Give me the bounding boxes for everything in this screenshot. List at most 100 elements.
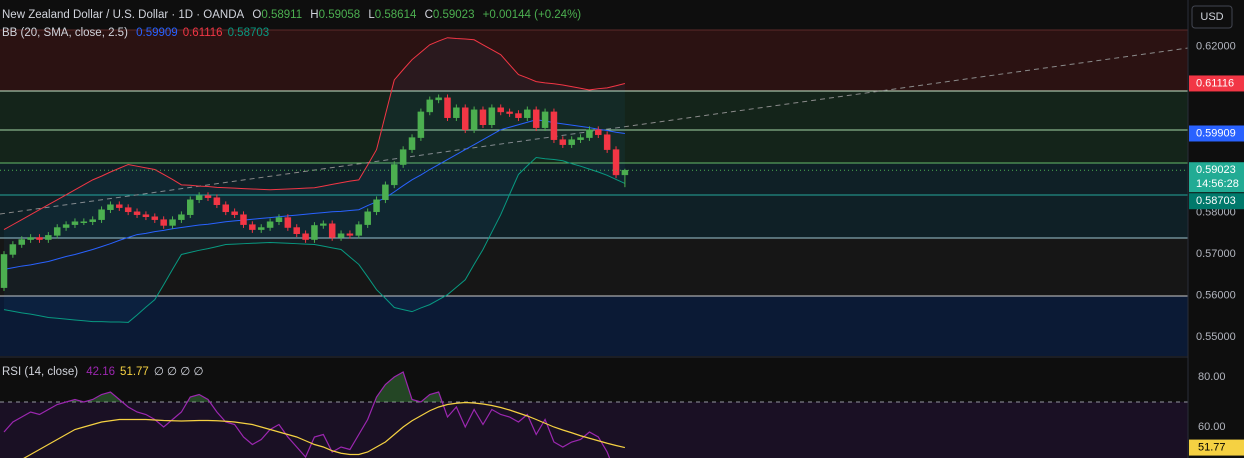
candle-body (453, 107, 460, 118)
candle-body (320, 223, 327, 226)
rsi-legend: RSI (14, close) 42.16 51.77 ∅ ∅ ∅ ∅ (2, 364, 208, 378)
candle-body (337, 233, 345, 238)
candle-body (0, 254, 8, 288)
candle-body (408, 137, 416, 150)
candle-body (302, 233, 309, 240)
candle-body (178, 214, 185, 220)
candle-body (142, 214, 150, 217)
zone (0, 91, 1188, 163)
currency-box[interactable] (1191, 5, 1233, 29)
candle-body (399, 149, 407, 165)
zone (0, 296, 1188, 356)
drawing-zones (0, 29, 1189, 458)
candle-body (568, 139, 575, 145)
candle-body (80, 221, 88, 223)
candle-body (311, 225, 318, 240)
bb-line (3, 119, 625, 270)
bb-middle-label: 0.59909 (1196, 127, 1236, 139)
bb-value: 0.61116 (182, 27, 223, 39)
bb-value: 0.59909 (136, 27, 178, 39)
candle-body (515, 113, 522, 118)
candle-body (479, 109, 487, 125)
bb-lower-label-box (1189, 193, 1244, 210)
candle-body (116, 204, 123, 208)
bb-lower-label: 0.58703 (1196, 195, 1236, 207)
rsi-tick-label: 80.00 (1198, 371, 1226, 383)
candle-body (577, 137, 584, 140)
candle-body (222, 204, 229, 213)
y-tick-label: 0.58000 (1196, 207, 1236, 219)
ohlc-value: 0.59023 (432, 9, 475, 21)
candle-body (612, 149, 620, 176)
band-fill (4, 37, 625, 323)
ohlc-key: O (252, 9, 262, 21)
candle-body (621, 169, 629, 176)
change: +0.00144 (+0.24%) (482, 9, 582, 21)
bb-line (3, 156, 626, 323)
rsi-line (23, 401, 626, 458)
zone (0, 30, 1188, 91)
candle-body (328, 223, 336, 238)
axis-labels: 0.62000 0.58000 0.57000 0.56000 0.55000 0.611… (1189, 41, 1244, 456)
candle-body (36, 237, 43, 240)
y-tick-label: 0.56000 (1196, 289, 1236, 301)
candle-body (284, 217, 292, 228)
indicator-name: BB (20, SMA, close, 2.5) (2, 27, 128, 39)
candle-body (524, 109, 531, 118)
y-tick-label: 0.62000 (1196, 41, 1236, 53)
candle-body (364, 211, 371, 225)
symbol-title: New Zealand Dollar / U.S. Dollar · 1D · … (2, 9, 245, 21)
candle-body (249, 224, 256, 230)
ohlc-key: L (368, 9, 375, 21)
candle-body (391, 164, 398, 186)
zone (0, 238, 1188, 296)
ohlc-value: 0.58911 (261, 9, 303, 21)
candle-body (595, 129, 602, 135)
candle-body (488, 107, 496, 125)
candle-body (497, 107, 504, 113)
candle-body (53, 227, 61, 236)
ohlc-value: 0.58614 (374, 9, 417, 21)
candle-body (275, 217, 283, 222)
candle-body (204, 195, 212, 198)
candle-body (151, 216, 159, 220)
candle-body (9, 244, 17, 255)
candle-body (506, 111, 513, 114)
candle-body (266, 221, 274, 228)
candle-body (257, 227, 265, 230)
last-price-box (1189, 162, 1244, 193)
candle-body (586, 129, 593, 138)
candle-body (169, 219, 176, 226)
price-pane (0, 37, 1188, 323)
candle-body (373, 199, 380, 213)
candle-body (213, 197, 221, 205)
indicator-name: RSI (14, close) (2, 366, 79, 378)
candle-body (18, 239, 25, 245)
last-price-label: 0.59023 (1196, 164, 1236, 176)
rsi-ma-label: 51.77 (1198, 441, 1226, 453)
bb-middle-label-box (1189, 125, 1244, 142)
bb-legend: BB (20, SMA, close, 2.5) 0.59909 0.61116 0… (2, 27, 274, 39)
candle-body (346, 233, 354, 236)
candle-body (559, 139, 567, 145)
candle-body (107, 204, 114, 210)
candle-body (71, 221, 79, 225)
candle-body (124, 207, 132, 213)
candle-body (45, 235, 52, 240)
candle-body (426, 99, 434, 113)
rsi-pane (0, 371, 1188, 458)
candle-body (195, 195, 203, 201)
rsi-band (0, 402, 1188, 458)
candle-body (133, 211, 141, 215)
candle-body (550, 111, 558, 140)
candle-body (98, 209, 105, 220)
bb-line (3, 37, 626, 231)
candle-body (89, 219, 96, 222)
candle-body (603, 134, 611, 150)
y-tick-label: 0.55000 (1196, 331, 1236, 343)
ohlc-key: H (310, 9, 319, 21)
candle-body (240, 214, 247, 225)
candle-body (532, 109, 540, 128)
candle-body (231, 211, 238, 215)
